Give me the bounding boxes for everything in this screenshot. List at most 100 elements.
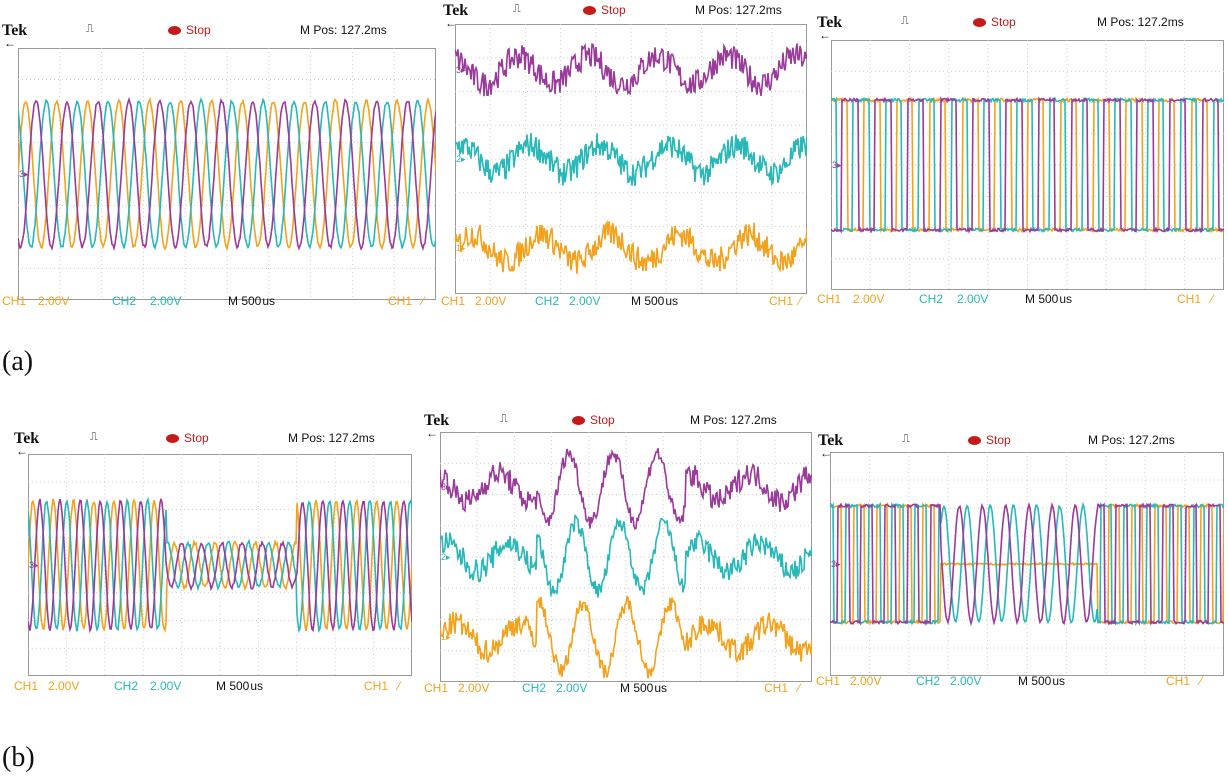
ch3-trace [830,501,1224,627]
scope-a2: Tek ⎍ Stop M Pos: 127.2ms ← 3▸ 2▸ 1▸ CH1 2… [441,0,813,310]
channel-marker: 3▸ [832,160,842,170]
stop-indicator: Stop [583,3,626,17]
scope-b2: Tek ⎍ Stop M Pos: 127.2ms ← 3▸ 2▸ 1▸ CH1 2… [422,410,816,698]
scope-b1: Tek ⎍ Stop M Pos: 127.2ms ← 3▸ CH1 2.00V… [12,428,416,696]
channel-marker: 3▸ [831,559,841,569]
ch2-label: CH2 [919,292,944,306]
trigger-position-arrow-icon: ← [4,36,16,50]
trigger-status-icon: ⎍ [513,3,521,15]
ch2-label: CH2 [114,679,139,693]
channel-marker: 1▸ [456,243,466,253]
scope-brand: Tek [443,2,469,19]
stop-dot-icon [968,436,981,445]
waveform-display: 3▸ [18,48,436,300]
trigger-status-icon: ⎍ [90,431,98,443]
trigger-status-icon: ⎍ [86,23,94,35]
stop-indicator: Stop [973,15,1016,29]
ch1-scale: 2.00V [38,294,70,308]
scope-a1: Tek ⎍ Stop M Pos: 127.2ms ← 3▸ CH1 2.00V… [0,20,440,310]
trigger-status-icon: ⎍ [901,15,909,27]
ch1-trace [18,96,436,252]
ch1-trace [440,595,812,679]
stop-indicator: Stop [572,413,615,427]
ch1-label: CH1 [14,679,39,693]
trigger-status-icon: ⎍ [902,433,910,445]
trigger-position-arrow-icon: ← [819,28,831,42]
ch1-label: CH1 [2,294,27,308]
m-pos-readout: M Pos: 127.2ms [1097,15,1184,29]
waveform-display: 3▸ 2▸ 1▸ [440,432,812,682]
ch1-scale: 2.00V [853,292,885,306]
channel-marker: 3▸ [441,482,451,492]
stop-dot-icon [572,416,585,425]
stop-dot-icon [168,26,181,35]
stop-indicator: Stop [168,23,211,37]
ch1-trace [28,497,412,633]
ch1-trace [831,96,1224,234]
trigger-position-arrow-icon: ← [16,444,28,458]
channel-marker: 3▸ [456,65,466,75]
stop-dot-icon [166,434,179,443]
m-pos-readout: M Pos: 127.2ms [300,23,387,37]
m-pos-readout: M Pos: 127.2ms [288,431,375,445]
timebase-readout: M 500 us [1025,292,1073,306]
ch3-trace [831,95,1224,234]
m-pos-readout: M Pos: 127.2ms [1088,433,1175,447]
timebase-readout: M 500 us [1018,674,1066,688]
ch2-scale: 2.00V [957,292,989,306]
ch2-trace [28,496,412,634]
trigger-source: CH1 [388,294,413,308]
m-pos-readout: M Pos: 127.2ms [690,413,777,427]
ch2-trace [455,133,807,187]
ch2-scale: 2.00V [150,294,182,308]
ch1-scale: 2.00V [48,679,80,693]
caption-b: (b) [2,742,35,773]
stop-dot-icon [973,18,986,27]
timebase-readout: M 500 us [620,681,668,695]
graticule-border [18,48,436,300]
ch2-scale: 2.00V [150,679,182,693]
channel-marker: 3▸ [19,169,29,179]
scope-brand: Tek [14,430,40,447]
trigger-slope-icon: ⁄ [1200,674,1203,688]
waveform-display: 3▸ [830,452,1224,676]
channel-marker: 2▸ [441,552,451,562]
timebase-readout: M 500 us [216,679,264,693]
scope-brand: Tek [818,432,844,449]
ch2-trace [831,96,1224,234]
ch2-label: CH2 [112,294,137,308]
ch3-trace [18,96,436,252]
waveform-display: 3▸ [831,40,1224,290]
ch2-trace [440,513,812,598]
channel-marker: 3▸ [29,560,39,570]
waveform-display: 3▸ [28,454,412,676]
ch3-trace [455,42,807,97]
caption-a: (a) [2,346,34,377]
timebase-readout: M 500 us [228,294,276,308]
channel-marker: 2▸ [456,154,466,164]
ch3-trace [28,498,412,634]
ch2-scale: 2.00V [950,674,982,688]
ch2-scale: 2.00V [556,681,588,695]
m-pos-readout: M Pos: 127.2ms [695,3,782,17]
trigger-slope-icon: ⁄ [799,294,802,308]
scope-a3: Tek ⎍ Stop M Pos: 127.2ms ← 3▸ CH1 2.00V… [815,12,1228,310]
ch1-scale: 2.00V [458,681,490,695]
scope-b3: Tek ⎍ Stop M Pos: 127.2ms ← 3▸ CH1 2.00V… [816,430,1228,698]
scope-brand: Tek [424,412,450,429]
trigger-status-icon: ⎍ [500,413,508,425]
scope-brand: Tek [2,22,28,39]
stop-indicator: Stop [968,433,1011,447]
ch2-label: CH2 [535,294,560,308]
trigger-slope-icon: ⁄ [398,679,401,693]
trigger-position-arrow-icon: ← [426,426,438,440]
stop-dot-icon [583,6,596,15]
scope-brand: Tek [817,14,843,31]
ch1-trace [455,219,807,274]
ch1-label: CH1 [817,292,842,306]
ch2-label: CH2 [522,681,547,695]
trigger-slope-icon: ⁄ [798,681,801,695]
trigger-source: CH1 [1166,674,1191,688]
ch1-scale: 2.00V [475,294,507,308]
trigger-source: CH1 [764,681,789,695]
